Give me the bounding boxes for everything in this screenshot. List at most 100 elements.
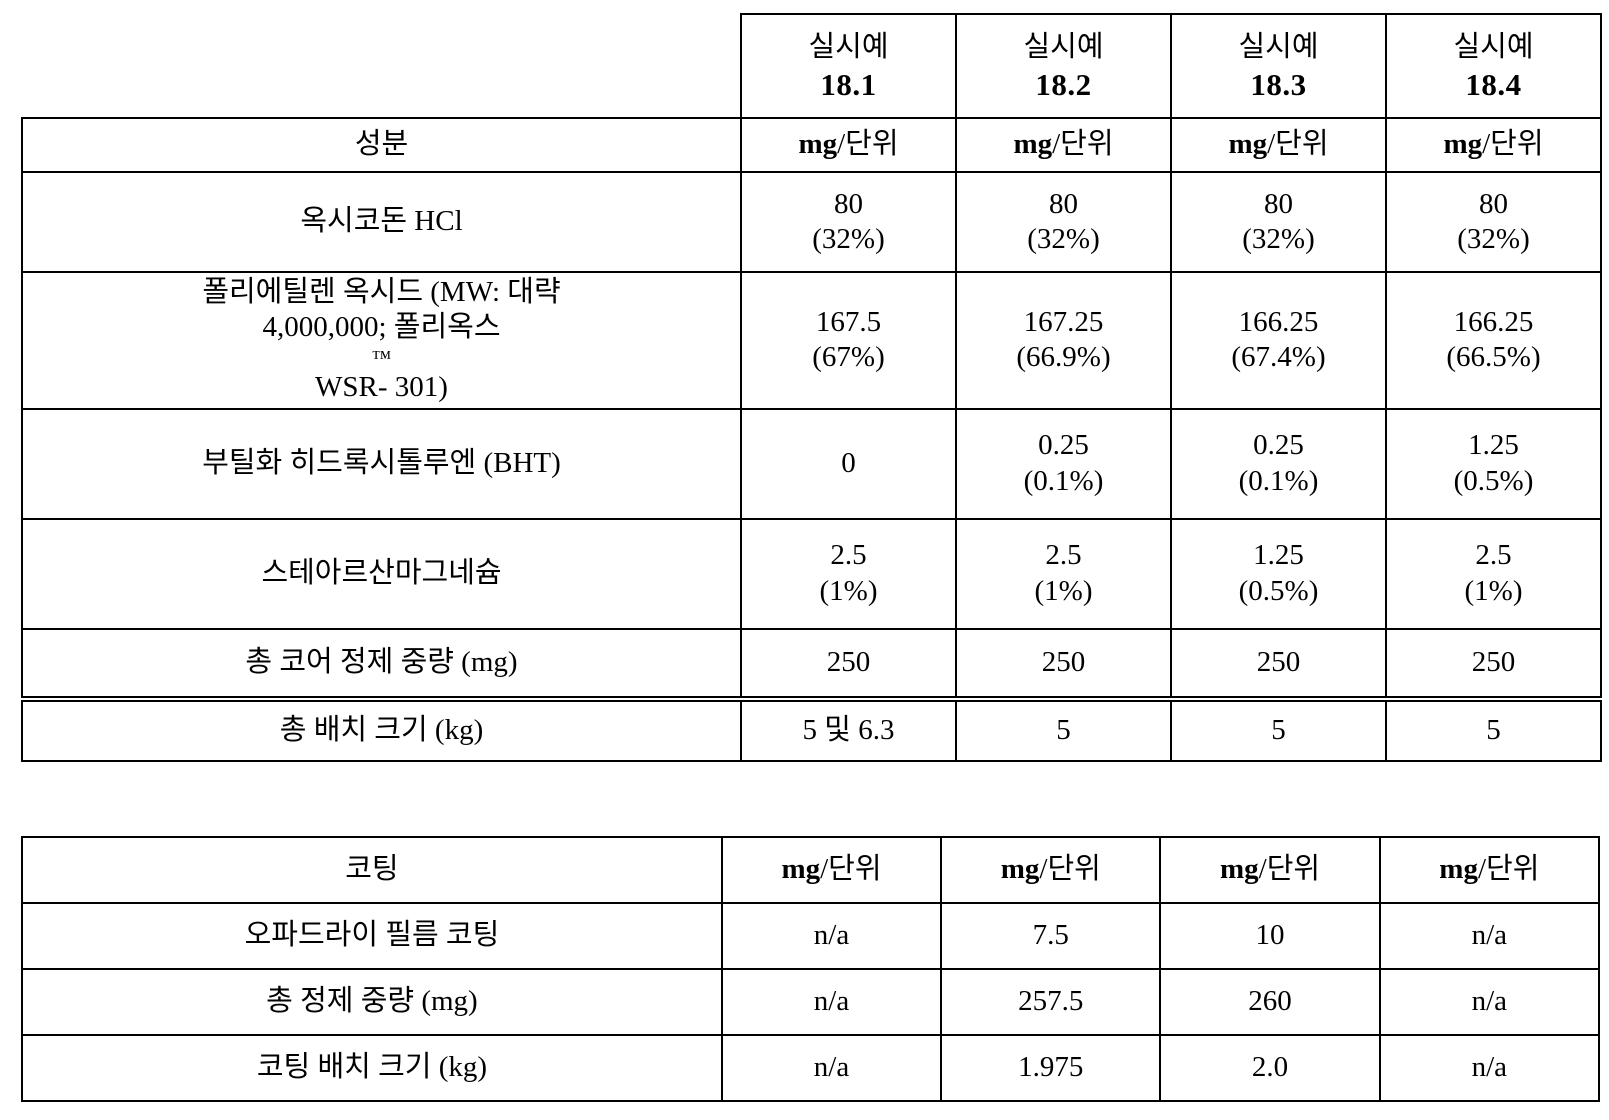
cell-amount: 0.25: [1176, 428, 1381, 463]
unit-per-unit: /단위: [820, 853, 881, 885]
cell-bht-18-1: 0: [741, 409, 956, 519]
unit-header-2: mg/단위: [956, 118, 1171, 172]
table-row: 폴리에틸렌 옥시드 (MW: 대략 4,000,000; 폴리옥스 ™ WSR-…: [22, 272, 1601, 409]
table-row: 스테아르산마그네슘 2.5 (1%) 2.5 (1%) 1.25 (0.5%) …: [22, 519, 1601, 629]
cell-percent: (1%): [961, 574, 1166, 609]
formulation-table: 실시예 18.1 실시예 18.2 실시예 18.3 실시예 18.4 성분: [21, 13, 1602, 698]
row-label-oxycodone: 옥시코돈 HCl: [22, 172, 741, 272]
unit-mg: mg: [1001, 853, 1040, 885]
cell-percent: (1%): [746, 574, 951, 609]
row-label-opadry-film-coating: 오파드라이 필름 코팅: [22, 903, 722, 969]
row-label-coating-batch-size: 코팅 배치 크기 (kg): [22, 1035, 722, 1101]
cell-amount: 0.25: [961, 428, 1166, 463]
row-label-bht: 부틸화 히드록시톨루엔 (BHT): [22, 409, 741, 519]
cell-amount: 166.25: [1391, 305, 1596, 340]
table-header-row: 실시예 18.1 실시예 18.2 실시예 18.3 실시예 18.4: [22, 14, 1601, 118]
unit-mg: mg: [1228, 128, 1267, 160]
row-label-total-tablet-weight: 총 정제 중량 (mg): [22, 969, 722, 1035]
trademark-icon: ™: [27, 346, 736, 370]
column-header-18-1: 실시예 18.1: [741, 14, 956, 118]
batch-size-table: 총 배치 크기 (kg) 5 및 6.3 5 5 5: [21, 700, 1602, 762]
cell-amount: 0: [746, 446, 951, 481]
row-label-polyethylene-oxide: 폴리에틸렌 옥시드 (MW: 대략 4,000,000; 폴리옥스 ™ WSR-…: [22, 272, 741, 409]
cell-percent: (0.5%): [1391, 464, 1596, 499]
ingredient-subheader-row: 성분 mg/단위 mg/단위 mg/단위 mg/단위: [22, 118, 1601, 172]
cell-amount: 80: [961, 187, 1166, 222]
cell-total-tablet-18-3: 260: [1160, 969, 1379, 1035]
row-label-line1: 폴리에틸렌 옥시드 (MW: 대략: [27, 275, 736, 310]
unit-mg: mg: [798, 128, 837, 160]
column-header-number: 18.1: [746, 66, 951, 104]
cell-amount: 166.25: [1176, 305, 1381, 340]
coating-unit-header-3: mg/단위: [1160, 837, 1379, 903]
column-header-label: 실시예: [1391, 30, 1596, 65]
cell-total-core-18-4: 250: [1386, 629, 1601, 697]
cell-batch-18-2: 5: [956, 701, 1171, 761]
table-row: 총 배치 크기 (kg) 5 및 6.3 5 5 5: [22, 701, 1601, 761]
cell-amount: 80: [1391, 187, 1596, 222]
cell-oxycodone-18-3: 80 (32%): [1171, 172, 1386, 272]
coating-unit-header-2: mg/단위: [941, 837, 1160, 903]
cell-opadry-18-1: n/a: [722, 903, 941, 969]
cell-coating-batch-18-1: n/a: [722, 1035, 941, 1101]
cell-percent: (32%): [961, 222, 1166, 257]
cell-percent: (32%): [1391, 222, 1596, 257]
cell-amount: 2.5: [961, 538, 1166, 573]
cell-percent: (0.1%): [961, 464, 1166, 499]
cell-amount: 1.25: [1176, 538, 1381, 573]
cell-percent: (32%): [1176, 222, 1381, 257]
column-header-18-3: 실시예 18.3: [1171, 14, 1386, 118]
unit-per-unit: /단위: [837, 128, 898, 160]
patent-table-page: 실시예 18.1 실시예 18.2 실시예 18.3 실시예 18.4 성분: [0, 0, 1609, 1120]
coating-table: 코팅 mg/단위 mg/단위 mg/단위 mg/단위 오파드라이 필름 코팅 n…: [21, 836, 1600, 1102]
unit-mg: mg: [1443, 128, 1482, 160]
cell-coating-batch-18-4: n/a: [1380, 1035, 1599, 1101]
unit-header-1: mg/단위: [741, 118, 956, 172]
coating-unit-header-4: mg/단위: [1380, 837, 1599, 903]
ingredient-column-title: 성분: [22, 118, 741, 172]
row-label-line2-a: 4,000,000; 폴리옥스: [27, 310, 736, 345]
unit-mg: mg: [781, 853, 820, 885]
row-label-total-core-weight: 총 코어 정제 중량 (mg): [22, 629, 741, 697]
coating-column-title: 코팅: [22, 837, 722, 903]
column-header-number: 18.3: [1176, 66, 1381, 104]
unit-per-unit: /단위: [1478, 853, 1539, 885]
cell-peo-18-2: 167.25 (66.9%): [956, 272, 1171, 409]
cell-opadry-18-3: 10: [1160, 903, 1379, 969]
row-label-total-batch-size: 총 배치 크기 (kg): [22, 701, 741, 761]
table-row: 부틸화 히드록시톨루엔 (BHT) 0 0.25 (0.1%) 0.25 (0.…: [22, 409, 1601, 519]
cell-total-core-18-2: 250: [956, 629, 1171, 697]
table-row: 오파드라이 필름 코팅 n/a 7.5 10 n/a: [22, 903, 1599, 969]
cell-peo-18-3: 166.25 (67.4%): [1171, 272, 1386, 409]
cell-peo-18-1: 167.5 (67%): [741, 272, 956, 409]
cell-oxycodone-18-1: 80 (32%): [741, 172, 956, 272]
cell-bht-18-4: 1.25 (0.5%): [1386, 409, 1601, 519]
cell-amount: 2.5: [1391, 538, 1596, 573]
cell-total-tablet-18-2: 257.5: [941, 969, 1160, 1035]
cell-batch-18-4: 5: [1386, 701, 1601, 761]
row-label-line2: 4,000,000; 폴리옥스 ™ WSR- 301): [27, 310, 736, 405]
cell-percent: (0.1%): [1176, 464, 1381, 499]
cell-bht-18-2: 0.25 (0.1%): [956, 409, 1171, 519]
cell-mgst-18-4: 2.5 (1%): [1386, 519, 1601, 629]
coating-unit-header-1: mg/단위: [722, 837, 941, 903]
cell-oxycodone-18-4: 80 (32%): [1386, 172, 1601, 272]
cell-percent: (66.9%): [961, 340, 1166, 375]
cell-opadry-18-2: 7.5: [941, 903, 1160, 969]
column-header-label: 실시예: [961, 30, 1166, 65]
cell-total-tablet-18-1: n/a: [722, 969, 941, 1035]
table-row: 옥시코돈 HCl 80 (32%) 80 (32%) 80 (32%) 80 (…: [22, 172, 1601, 272]
table-row: 총 코어 정제 중량 (mg) 250 250 250 250: [22, 629, 1601, 697]
cell-percent: (67%): [746, 340, 951, 375]
cell-mgst-18-1: 2.5 (1%): [741, 519, 956, 629]
column-header-18-4: 실시예 18.4: [1386, 14, 1601, 118]
cell-coating-batch-18-3: 2.0: [1160, 1035, 1379, 1101]
table-row: 총 정제 중량 (mg) n/a 257.5 260 n/a: [22, 969, 1599, 1035]
cell-batch-18-3: 5: [1171, 701, 1386, 761]
unit-per-unit: /단위: [1052, 128, 1113, 160]
cell-percent: (0.5%): [1176, 574, 1381, 609]
cell-amount: 167.5: [746, 305, 951, 340]
cell-percent: (66.5%): [1391, 340, 1596, 375]
cell-total-core-18-3: 250: [1171, 629, 1386, 697]
unit-mg: mg: [1220, 853, 1259, 885]
